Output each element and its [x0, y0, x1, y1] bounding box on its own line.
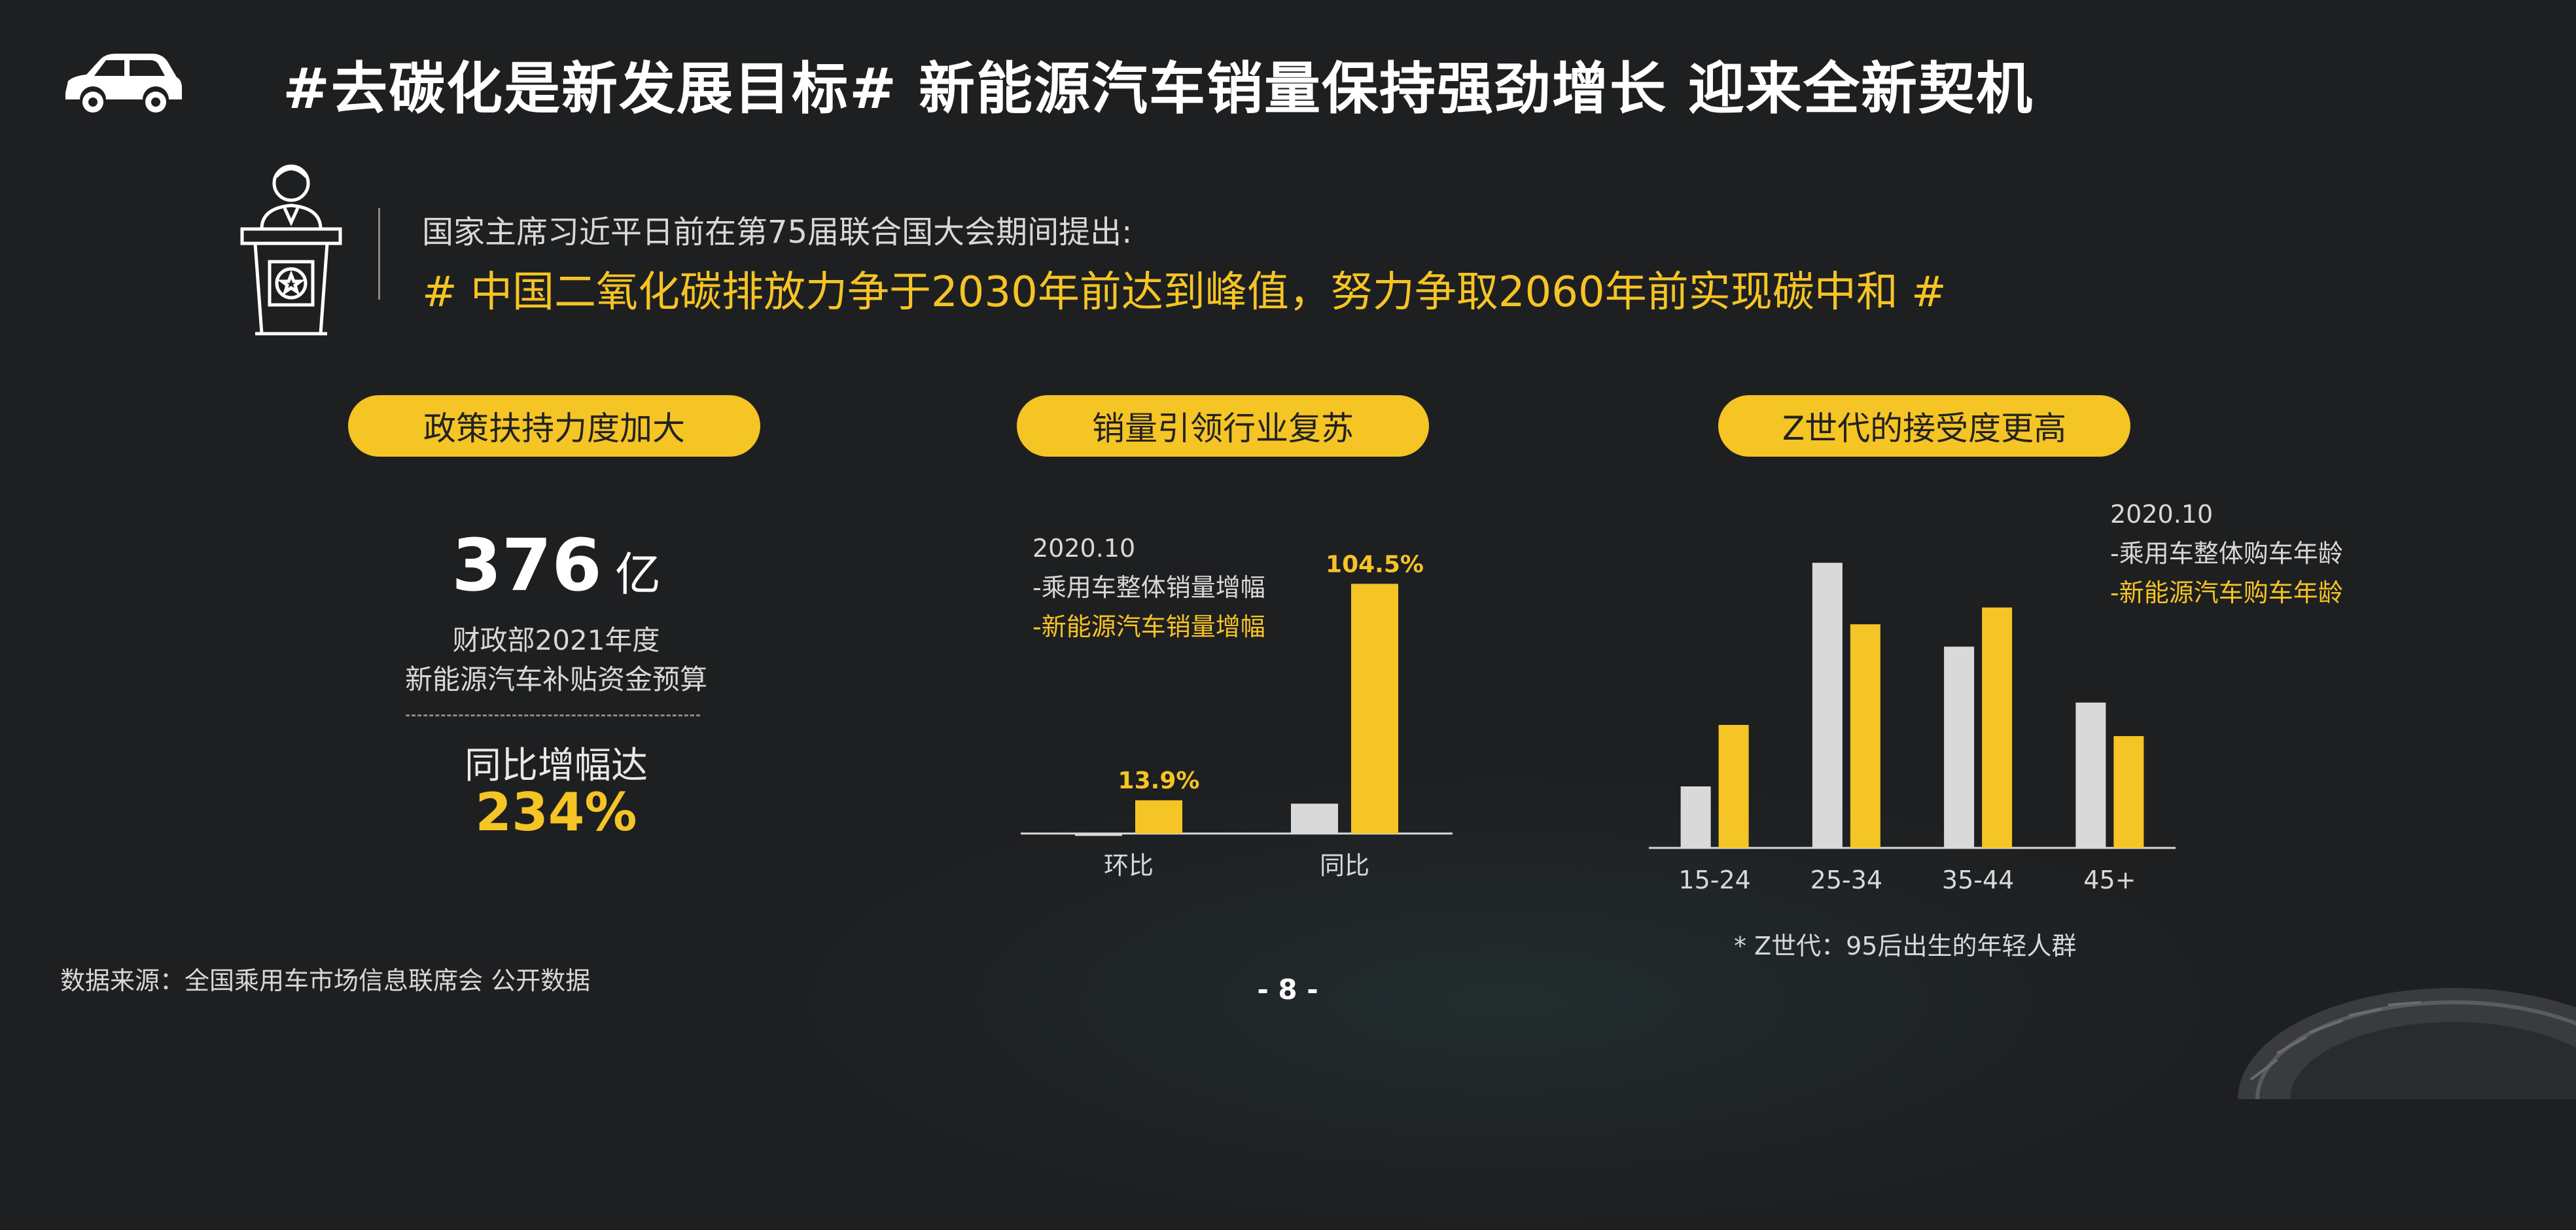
bar-nev-2 [1982, 607, 2013, 848]
purchase-age-chart: 15-24 25-34 35-44 45+ [1649, 563, 2176, 894]
bar-overall-0 [1075, 834, 1122, 836]
data-label-0: 13.9% [1118, 767, 1200, 794]
section-label-policy: 政策扶持力度加大 [348, 395, 760, 457]
age-legend-series-b: -新能源汽车购车年龄 [2110, 578, 2343, 607]
growth-label: 同比增幅达 [465, 745, 648, 787]
subsidy-desc-line2: 新能源汽车补贴资金预算 [404, 663, 707, 695]
subsidy-amount-unit: 亿 [614, 548, 661, 601]
x-tick-label-0: 15-24 [1678, 866, 1750, 894]
x-tick-label-1: 25-34 [1810, 866, 1882, 894]
age-legend-series-a: -乘用车整体购车年龄 [2110, 539, 2343, 568]
page-title: #去碳化是新发展目标# 新能源汽车销量保持强劲增长 迎来全新契机 [283, 56, 2034, 122]
subsidy-amount-value: 376 [451, 523, 602, 607]
bar-nev-1 [1351, 584, 1398, 834]
sales-legend-series-a: -乘用车整体销量增幅 [1032, 573, 1265, 602]
footnote: * Z世代：95后出生的年轻人群 [1734, 932, 2077, 960]
bar-nev-0 [1135, 800, 1182, 834]
sales-legend-date: 2020.10 [1032, 534, 1136, 563]
bar-nev-1 [1850, 624, 1880, 848]
age-legend-date: 2020.10 [2110, 500, 2214, 529]
bar-overall-0 [1680, 786, 1711, 848]
sales-legend: 2020.10 -乘用车整体销量增幅 -新能源汽车销量增幅 [1032, 529, 1265, 646]
tire-icon [2238, 988, 2576, 1099]
quote-intro: 国家主席习近平日前在第75届联合国大会期间提出: [422, 214, 1133, 251]
x-tick-label-0: 环比 [1104, 851, 1154, 880]
subsidy-amount: 376 亿 [379, 523, 733, 607]
quote-main: # 中国二氧化碳排放力争于2030年前达到峰值，努力争取2060年前实现碳中和 … [422, 268, 1947, 317]
bar-nev-3 [2113, 736, 2144, 848]
data-source: 数据来源：全国乘用车市场信息联席会 公开数据 [60, 966, 591, 995]
data-label-1: 104.5% [1326, 551, 1424, 578]
sales-growth-chart: 13.9% 环比 104.5% 同比 [1021, 551, 1453, 880]
section-label-sales: 销量引领行业复苏 [1017, 395, 1429, 457]
bar-overall-1 [1812, 563, 1843, 848]
x-tick-label-3: 45+ [2083, 866, 2136, 894]
header: #去碳化是新发展目标# 新能源汽车销量保持强劲增长 迎来全新契机 [60, 41, 2034, 126]
page-number: - 8 - [1257, 974, 1318, 1006]
quote-divider [378, 208, 380, 300]
sales-legend-series-b: -新能源汽车销量增幅 [1032, 612, 1265, 641]
bar-nev-0 [1718, 725, 1749, 848]
car-icon [65, 54, 182, 113]
speaker-podium-icon [240, 164, 342, 336]
x-tick-label-2: 35-44 [1942, 866, 2014, 894]
section-label-zgen: Z世代的接受度更高 [1718, 395, 2130, 457]
bar-overall-2 [1944, 646, 1975, 848]
dashed-divider [406, 714, 700, 716]
age-legend: 2020.10 -乘用车整体购车年龄 -新能源汽车购车年龄 [2110, 495, 2343, 612]
subsidy-desc-line1: 财政部2021年度 [452, 624, 660, 656]
bar-overall-1 [1291, 803, 1338, 834]
bar-overall-3 [2075, 702, 2106, 848]
x-tick-label-1: 同比 [1320, 851, 1369, 880]
growth-value: 234% [475, 782, 637, 843]
